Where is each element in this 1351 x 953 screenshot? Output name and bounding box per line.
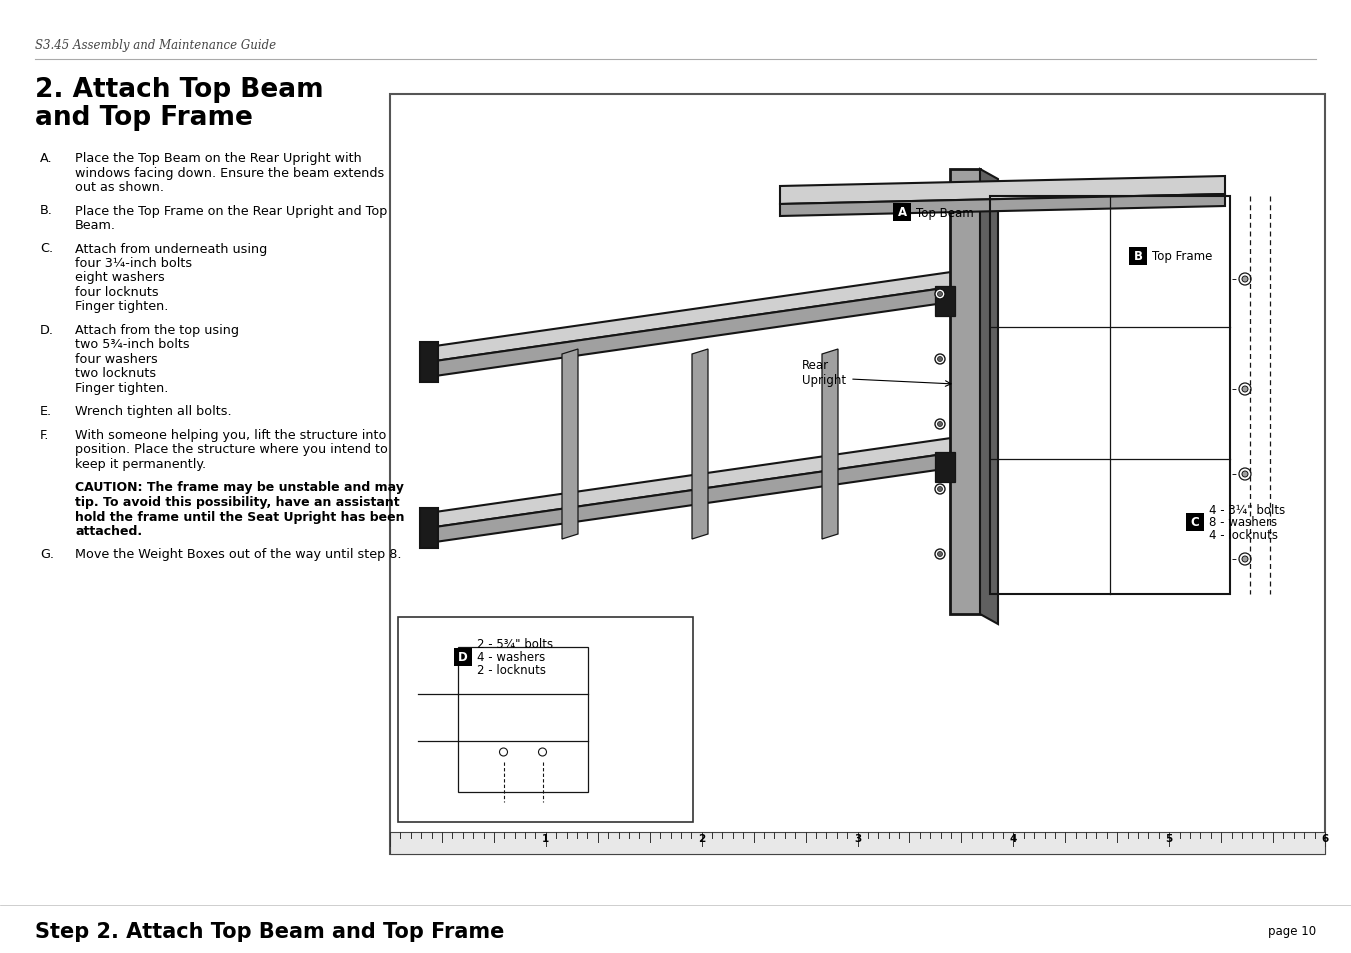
Text: four 3¼-inch bolts: four 3¼-inch bolts	[76, 256, 192, 270]
Text: CAUTION: The frame may be unstable and may: CAUTION: The frame may be unstable and m…	[76, 481, 404, 494]
Text: 6: 6	[1321, 833, 1328, 843]
Text: C.: C.	[41, 242, 53, 255]
Bar	[390, 832, 1325, 854]
Polygon shape	[435, 437, 958, 527]
Text: E.: E.	[41, 405, 53, 418]
Circle shape	[935, 484, 944, 495]
Text: Finger tighten.: Finger tighten.	[76, 381, 169, 395]
Bar	[399, 618, 693, 822]
Polygon shape	[780, 194, 1225, 216]
Circle shape	[935, 550, 944, 559]
Circle shape	[935, 419, 944, 430]
Bar	[990, 196, 1229, 595]
Text: 4 - locknuts: 4 - locknuts	[1209, 529, 1278, 542]
Text: With someone helping you, lift the structure into: With someone helping you, lift the struc…	[76, 429, 386, 441]
Circle shape	[1239, 384, 1251, 395]
Bar	[935, 287, 955, 316]
Text: 2 - locknuts: 2 - locknuts	[477, 664, 546, 677]
Text: 4 - washers: 4 - washers	[477, 651, 546, 664]
Circle shape	[938, 487, 943, 492]
Text: 4 - 3¼" bolts: 4 - 3¼" bolts	[1209, 503, 1285, 516]
Circle shape	[935, 355, 944, 365]
Polygon shape	[821, 350, 838, 539]
Text: Place the Top Beam on the Rear Upright with: Place the Top Beam on the Rear Upright w…	[76, 152, 362, 165]
Circle shape	[938, 293, 943, 297]
Text: F.: F.	[41, 429, 50, 441]
Text: Top Frame: Top Frame	[1152, 251, 1212, 263]
Text: 1: 1	[542, 833, 550, 843]
Circle shape	[539, 748, 547, 757]
Text: page 10: page 10	[1267, 924, 1316, 938]
Bar	[420, 509, 438, 548]
Text: four washers: four washers	[76, 353, 158, 366]
Text: B.: B.	[41, 204, 53, 217]
Text: and Top Frame: and Top Frame	[35, 105, 253, 131]
Circle shape	[1242, 472, 1248, 477]
Polygon shape	[435, 272, 958, 361]
Text: windows facing down. Ensure the beam extends: windows facing down. Ensure the beam ext…	[76, 167, 384, 179]
Text: 5: 5	[1166, 833, 1173, 843]
Circle shape	[1239, 554, 1251, 565]
Text: attached.: attached.	[76, 524, 142, 537]
Text: Finger tighten.: Finger tighten.	[76, 300, 169, 314]
Bar	[390, 95, 1325, 854]
Text: Move the Weight Boxes out of the way until step 8.: Move the Weight Boxes out of the way unt…	[76, 548, 401, 561]
Circle shape	[1239, 469, 1251, 480]
Text: G.: G.	[41, 548, 54, 561]
Text: Wrench tighten all bolts.: Wrench tighten all bolts.	[76, 405, 231, 418]
Circle shape	[500, 748, 508, 757]
Text: tip. To avoid this possibility, have an assistant: tip. To avoid this possibility, have an …	[76, 496, 400, 509]
Text: position. Place the structure where you intend to: position. Place the structure where you …	[76, 443, 388, 456]
Bar	[458, 647, 588, 792]
Text: A: A	[897, 206, 907, 219]
Text: four locknuts: four locknuts	[76, 286, 158, 298]
Circle shape	[1242, 557, 1248, 562]
Text: A.: A.	[41, 152, 53, 165]
Text: B: B	[1133, 251, 1143, 263]
Circle shape	[938, 552, 943, 557]
Bar	[935, 453, 955, 482]
Text: 2: 2	[698, 833, 705, 843]
Text: Beam.: Beam.	[76, 219, 116, 232]
Bar	[893, 204, 911, 222]
Bar	[454, 648, 471, 666]
Text: D: D	[458, 651, 467, 664]
Circle shape	[938, 422, 943, 427]
Circle shape	[1242, 276, 1248, 283]
Circle shape	[1242, 387, 1248, 393]
Text: Top Beam: Top Beam	[916, 206, 974, 219]
Bar	[420, 343, 438, 382]
Bar	[950, 170, 979, 615]
Text: Rear
Upright: Rear Upright	[802, 358, 846, 387]
Polygon shape	[979, 170, 998, 624]
Text: hold the frame until the Seat Upright has been: hold the frame until the Seat Upright ha…	[76, 510, 404, 523]
Text: keep it permanently.: keep it permanently.	[76, 457, 207, 471]
Text: 4: 4	[1009, 833, 1017, 843]
Text: two 5¾-inch bolts: two 5¾-inch bolts	[76, 338, 189, 351]
Polygon shape	[692, 350, 708, 539]
Text: Place the Top Frame on the Rear Upright and Top: Place the Top Frame on the Rear Upright …	[76, 204, 388, 217]
Text: two locknuts: two locknuts	[76, 367, 157, 380]
Text: Step 2. Attach Top Beam and Top Frame: Step 2. Attach Top Beam and Top Frame	[35, 921, 504, 941]
Text: Attach from the top using: Attach from the top using	[76, 324, 239, 336]
Circle shape	[935, 290, 944, 299]
Bar	[1186, 514, 1204, 532]
Polygon shape	[780, 177, 1225, 205]
Text: eight washers: eight washers	[76, 272, 165, 284]
Polygon shape	[562, 350, 578, 539]
Polygon shape	[435, 287, 958, 376]
Text: 8 - washers: 8 - washers	[1209, 516, 1277, 529]
Text: C: C	[1190, 516, 1200, 529]
Text: out as shown.: out as shown.	[76, 181, 163, 193]
Text: D.: D.	[41, 324, 54, 336]
Polygon shape	[435, 453, 958, 542]
Text: S3.45 Assembly and Maintenance Guide: S3.45 Assembly and Maintenance Guide	[35, 38, 276, 51]
Text: 3: 3	[854, 833, 861, 843]
Text: 2 - 5¾" bolts: 2 - 5¾" bolts	[477, 638, 553, 651]
Text: 2. Attach Top Beam: 2. Attach Top Beam	[35, 77, 324, 103]
Circle shape	[938, 357, 943, 362]
Text: Attach from underneath using: Attach from underneath using	[76, 242, 267, 255]
Circle shape	[1239, 274, 1251, 286]
Bar	[1129, 248, 1147, 266]
